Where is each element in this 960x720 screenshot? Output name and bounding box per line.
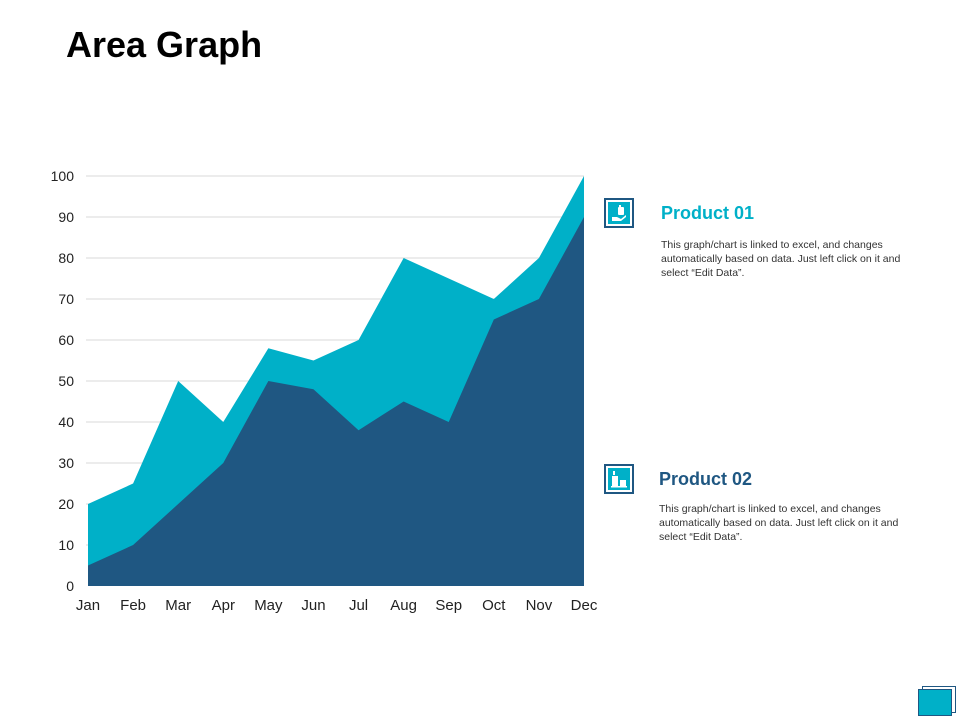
x-tick-label: Jul [349, 597, 368, 614]
x-tick-label: Jan [76, 597, 100, 614]
y-tick-label: 20 [58, 496, 74, 512]
y-tick-label: 100 [51, 168, 75, 184]
x-axis: Jan Feb Mar Apr May Jun Jul Aug Sep Oct Nov Dec [76, 597, 598, 614]
chart-bars-icon [604, 464, 634, 494]
legend-heading-product-01: Product 01 [661, 203, 755, 223]
corner-decoration [918, 686, 956, 716]
y-tick-label: 0 [66, 578, 74, 594]
y-tick-label: 50 [58, 373, 74, 389]
x-tick-label: Nov [526, 597, 553, 614]
y-tick-label: 30 [58, 455, 74, 471]
y-tick-label: 10 [58, 537, 74, 553]
hand-holding-icon [604, 198, 634, 228]
y-tick-label: 80 [58, 250, 74, 266]
page-title: Area Graph [66, 24, 263, 65]
y-tick-label: 40 [58, 414, 74, 430]
legend-description-product-02: This graph/chart is linked to excel, and… [659, 503, 899, 543]
y-axis: 0 10 20 30 40 50 60 70 80 90 100 [51, 168, 75, 594]
y-tick-label: 90 [58, 209, 74, 225]
series-layer [88, 176, 584, 586]
x-tick-label: Aug [390, 597, 417, 614]
legend-product-01: Product 01 This graph/chart is linked to… [604, 198, 900, 298]
x-tick-label: Sep [435, 597, 462, 614]
y-tick-label: 70 [58, 291, 74, 307]
area-series-product-02 [88, 217, 584, 586]
legend-product-02: Product 02 This graph/chart is linked to… [604, 464, 898, 564]
x-tick-label: Mar [165, 597, 191, 614]
legend-heading-product-02: Product 02 [659, 469, 753, 489]
x-tick-label: Dec [571, 597, 598, 614]
x-tick-label: Oct [482, 597, 506, 614]
y-tick-label: 60 [58, 332, 74, 348]
x-tick-label: Feb [120, 597, 146, 614]
legend-description-product-01: This graph/chart is linked to excel, and… [661, 239, 901, 279]
x-tick-label: Jun [301, 597, 325, 614]
x-tick-label: Apr [212, 597, 235, 614]
x-tick-label: May [254, 597, 283, 614]
